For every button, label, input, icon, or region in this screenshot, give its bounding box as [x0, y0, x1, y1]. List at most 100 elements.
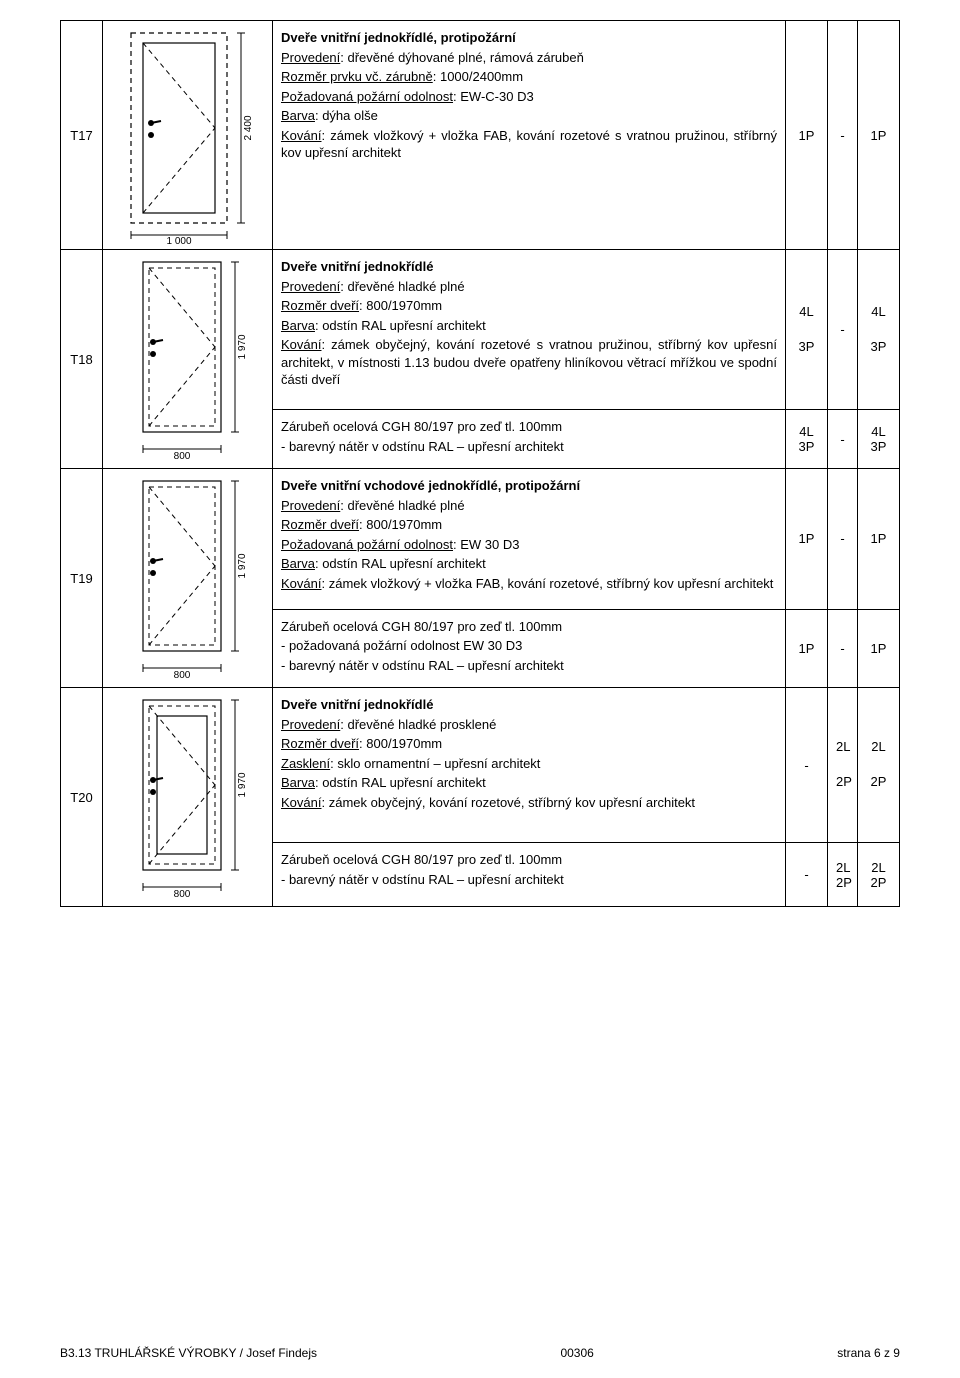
dim-h-t19: 1 970 [237, 553, 248, 578]
q1b: 3P [794, 337, 819, 358]
dim-w-t20: 800 [173, 889, 190, 900]
sq2-t18: - [828, 410, 858, 469]
q1-t18: 4L 3P [786, 250, 828, 410]
label: Barva [281, 318, 315, 333]
label: Rozměr prvku vč. zárubně [281, 69, 433, 84]
q3-t18: 4L 3P [858, 250, 900, 410]
label: Rozměr dveří [281, 736, 359, 751]
footer-left: B3.13 TRUHLÁŘSKÉ VÝROBKY / Josef Findejs [60, 1346, 317, 1360]
label: Zasklení [281, 756, 330, 771]
title-t19: Dveře vnitřní vchodové jednokřídlé, prot… [281, 477, 777, 495]
desc-t19: Dveře vnitřní vchodové jednokřídlé, prot… [273, 469, 786, 610]
sub-t19: Zárubeň ocelová CGH 80/197 pro zeď tl. 1… [273, 609, 786, 687]
dim-w-t18: 800 [173, 451, 190, 462]
row-id-t19: T19 [61, 469, 103, 688]
sq2-t19: - [828, 609, 858, 687]
value: : 800/1970mm [359, 517, 442, 532]
sq3a: 4L [866, 424, 891, 439]
sub-line: Zárubeň ocelová CGH 80/197 pro zeď tl. 1… [281, 851, 777, 869]
label: Provedení [281, 717, 340, 732]
sq3-t18: 4L 3P [858, 410, 900, 469]
q3a: 2L [866, 737, 891, 758]
sub-line2: - barevný nátěr v odstínu RAL – upřesní … [281, 871, 777, 889]
sq3-t19: 1P [858, 609, 900, 687]
label: Požadovaná požární odolnost [281, 537, 453, 552]
sub-t20: Zárubeň ocelová CGH 80/197 pro zeď tl. 1… [273, 843, 786, 907]
desc-t17: Dveře vnitřní jednokřídlé, protipožární … [273, 21, 786, 250]
q2-t19: - [828, 469, 858, 610]
sub-t18: Zárubeň ocelová CGH 80/197 pro zeď tl. 1… [273, 410, 786, 469]
sub-line2: - barevný nátěr v odstínu RAL – upřesní … [281, 438, 777, 456]
label: Kování [281, 337, 321, 352]
drawing-t17: 2 400 1 000 [103, 21, 273, 250]
sq1a: 4L [794, 424, 819, 439]
sub-line: Zárubeň ocelová CGH 80/197 pro zeď tl. 1… [281, 418, 777, 436]
q2a: 2L [836, 737, 849, 758]
q3-t17: 1P [858, 21, 900, 250]
dim-h-t18: 1 970 [237, 334, 248, 359]
q2-t18: - [828, 250, 858, 410]
desc-t18: Dveře vnitřní jednokřídlé Provedení: dře… [273, 250, 786, 410]
q2-t17: - [828, 21, 858, 250]
label: Rozměr dveří [281, 298, 359, 313]
q2-t20: 2L 2P [828, 688, 858, 843]
dim-w-t19: 800 [173, 670, 190, 681]
label: Požadovaná požární odolnost [281, 89, 453, 104]
value: : 1000/2400mm [433, 69, 523, 84]
q3b: 3P [866, 337, 891, 358]
value: : 800/1970mm [359, 298, 442, 313]
sq1-t20: - [786, 843, 828, 907]
value: : dýha olše [315, 108, 378, 123]
sq3-t20: 2L 2P [858, 843, 900, 907]
q1-t19: 1P [786, 469, 828, 610]
label: Provedení [281, 50, 340, 65]
sub-line3: - barevný nátěr v odstínu RAL – upřesní … [281, 657, 777, 675]
value: : EW-C-30 D3 [453, 89, 534, 104]
value: : zámek obyčejný, kování rozetové s vrat… [281, 337, 777, 387]
q1-t17: 1P [786, 21, 828, 250]
q3-t19: 1P [858, 469, 900, 610]
row-id-t20: T20 [61, 688, 103, 907]
label: Barva [281, 108, 315, 123]
dim-h-t17: 2 400 [243, 115, 254, 140]
value: : sklo ornamentní – upřesní architekt [330, 756, 540, 771]
footer-right: strana 6 z 9 [837, 1346, 900, 1360]
value: : odstín RAL upřesní architekt [315, 556, 486, 571]
drawing-t19: 1 970 800 [103, 469, 273, 688]
label: Provedení [281, 279, 340, 294]
q3-t20: 2L 2P [858, 688, 900, 843]
label: Kování [281, 128, 321, 143]
value: : zámek vložkový + vložka FAB, kování ro… [321, 576, 773, 591]
sq2a: 2L [836, 860, 849, 875]
footer-center: 00306 [560, 1346, 593, 1360]
value: : zámek vložkový + vložka FAB, kování ro… [281, 128, 777, 161]
value: : dřevěné hladké plné [340, 279, 464, 294]
sq1-t19: 1P [786, 609, 828, 687]
sq1b: 3P [794, 439, 819, 454]
label: Rozměr dveří [281, 517, 359, 532]
dim-w-t17: 1 000 [166, 236, 191, 245]
value: : EW 30 D3 [453, 537, 519, 552]
title-t20: Dveře vnitřní jednokřídlé [281, 696, 777, 714]
q2b: 2P [836, 772, 849, 793]
sq2b: 2P [836, 875, 849, 890]
sq3a: 2L [866, 860, 891, 875]
value: : dřevěné hladké prosklené [340, 717, 496, 732]
sq1-t18: 4L 3P [786, 410, 828, 469]
label: Kování [281, 795, 321, 810]
q3a: 4L [866, 302, 891, 323]
title-t17: Dveře vnitřní jednokřídlé, protipožární [281, 29, 777, 47]
label: Barva [281, 556, 315, 571]
sub-line2: - požadovaná požární odolnost EW 30 D3 [281, 637, 777, 655]
label: Kování [281, 576, 321, 591]
value: : dřevěné hladké plné [340, 498, 464, 513]
value: : odstín RAL upřesní architekt [315, 318, 486, 333]
sq3b: 3P [866, 439, 891, 454]
dim-h-t20: 1 970 [237, 772, 248, 797]
q1-t20: - [786, 688, 828, 843]
q1a: 4L [794, 302, 819, 323]
value: : dřevěné dýhované plné, rámová zárubeň [340, 50, 584, 65]
value: : odstín RAL upřesní architekt [315, 775, 486, 790]
q3b: 2P [866, 772, 891, 793]
drawing-t18: 1 970 800 [103, 250, 273, 469]
